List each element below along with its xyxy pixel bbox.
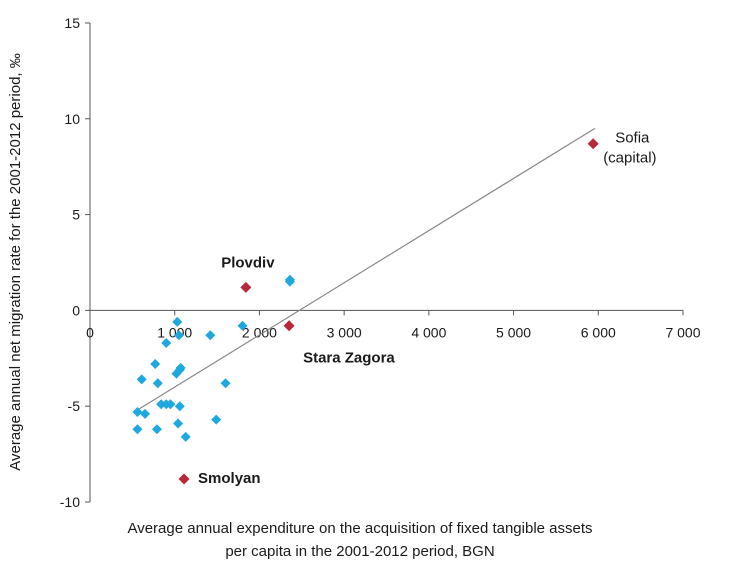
data-point — [165, 399, 176, 410]
data-point — [161, 337, 172, 348]
data-point — [173, 330, 184, 341]
x-tick-label: 7 000 — [665, 324, 700, 340]
highlighted-data-point — [587, 138, 599, 150]
data-point — [174, 401, 185, 412]
x-tick-label: 6 000 — [581, 324, 616, 340]
data-point — [156, 399, 167, 410]
data-point — [172, 316, 183, 327]
trendline — [137, 127, 596, 411]
data-point — [175, 362, 186, 373]
data-point — [237, 320, 248, 331]
highlighted-data-point — [178, 473, 190, 485]
data-point — [150, 359, 161, 370]
axes — [85, 22, 684, 503]
y-tick-label: 5 — [72, 207, 80, 223]
x-tick-label: 4 000 — [411, 324, 446, 340]
x-tick-label: 0 — [86, 324, 94, 340]
data-point — [151, 424, 162, 435]
data-point — [211, 414, 222, 425]
tick-labels: 15 10 5 0 -5 -10 0 1 000 2 000 3 000 4 000 5 000 6 0… — [60, 15, 701, 510]
data-point — [152, 378, 163, 389]
data-point — [173, 418, 184, 429]
data-point — [140, 408, 151, 419]
x-tick-label: 1 000 — [157, 324, 192, 340]
axis-titles: Average annual expenditure on the acquis… — [7, 53, 593, 560]
data-point — [132, 424, 143, 435]
point-label: Plovdiv — [221, 254, 275, 271]
data-point — [180, 431, 191, 442]
x-tick-label: 5 000 — [496, 324, 531, 340]
y-tick-label: -10 — [60, 494, 80, 510]
x-axis-title-line-2: per capita in the 2001-2012 period, BGN — [225, 543, 494, 560]
x-tick-label: 2 000 — [242, 324, 277, 340]
data-point — [220, 378, 231, 389]
data-point — [132, 406, 143, 417]
point-label: Smolyan — [198, 470, 261, 487]
y-tick-label: -5 — [68, 398, 81, 414]
data-point — [284, 274, 295, 285]
data-point — [136, 374, 147, 385]
data-points — [132, 138, 599, 485]
y-tick-label: 10 — [64, 111, 80, 127]
trendline-layer — [137, 127, 596, 411]
point-label: Sofia — [615, 130, 650, 147]
x-tick-label: 3 000 — [327, 324, 362, 340]
point-label: (capital) — [603, 150, 656, 167]
x-axis-title-line-1: Average annual expenditure on the acquis… — [127, 520, 592, 537]
point-label: Stara Zagora — [303, 350, 395, 367]
data-point — [205, 330, 216, 341]
highlighted-data-point — [240, 281, 252, 293]
y-tick-label: 15 — [64, 15, 80, 31]
point-annotations: Sofia (capital) Plovdiv Stara Zagora Smolyan — [198, 130, 657, 487]
y-tick-label: 0 — [72, 302, 80, 318]
highlighted-data-point — [283, 320, 295, 332]
y-axis-title: Average annual net migration rate for th… — [7, 53, 24, 471]
